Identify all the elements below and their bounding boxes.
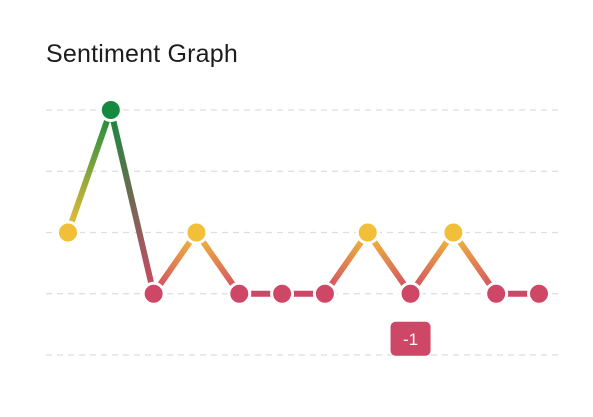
data-point — [484, 281, 509, 306]
annotation-badge — [390, 321, 431, 356]
data-point — [141, 281, 166, 306]
data-point — [527, 281, 551, 306]
line-segment — [193, 230, 242, 296]
line-segment — [408, 230, 456, 296]
chart-title: Sentiment Graph — [46, 40, 238, 68]
data-point — [398, 281, 423, 306]
line-segment — [365, 230, 414, 296]
data-point — [270, 281, 295, 306]
data-points — [56, 98, 551, 306]
sentiment-line — [65, 109, 539, 297]
annotation-label: -1 — [403, 330, 418, 349]
data-point — [441, 220, 466, 245]
annotations: -1 — [390, 321, 431, 356]
grid-lines — [46, 109, 562, 356]
line-segment — [107, 109, 157, 295]
line-segment — [322, 230, 371, 296]
data-point — [355, 220, 380, 245]
data-point — [98, 98, 123, 122]
data-point — [184, 220, 209, 245]
data-point — [56, 220, 80, 245]
data-point — [227, 281, 252, 306]
line-segment — [450, 230, 499, 296]
line-segment — [65, 109, 114, 234]
line-segment — [151, 230, 199, 296]
data-point — [312, 281, 337, 306]
